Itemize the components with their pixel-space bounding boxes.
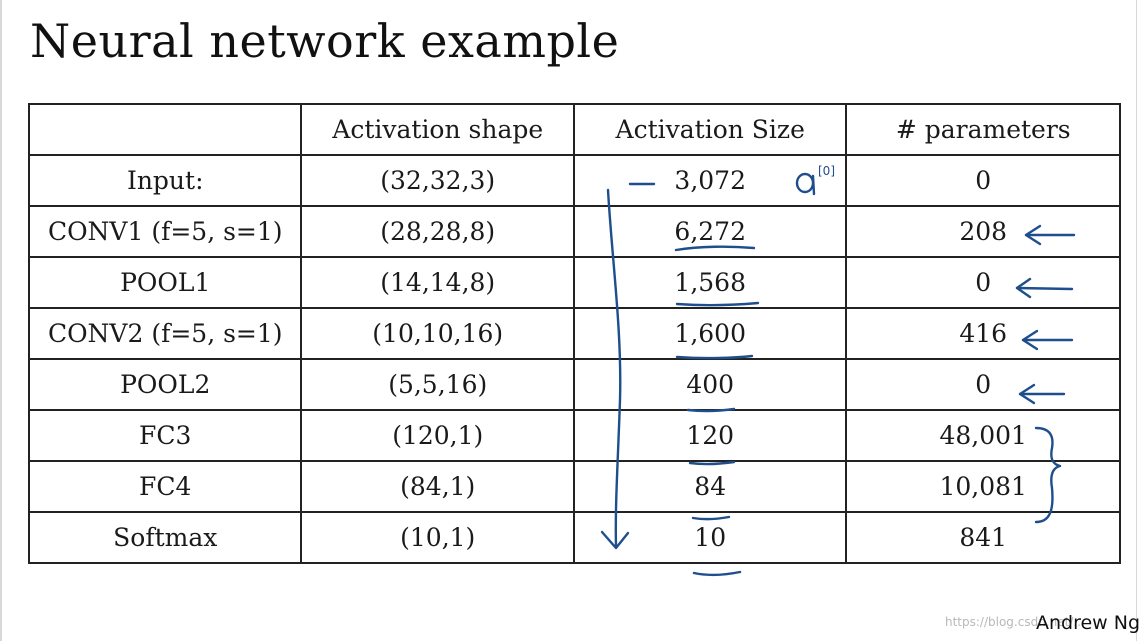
activation-size: 1,600 <box>572 307 848 360</box>
table-row: FC3 (120,1) 120 48,001 <box>27 409 1121 462</box>
activation-shape: (5,5,16) <box>300 358 575 411</box>
left-edge-rule <box>0 0 2 641</box>
activation-shape: (28,28,8) <box>300 205 575 258</box>
activation-shape: (120,1) <box>300 409 575 462</box>
parameter-count: 208 <box>845 205 1121 258</box>
layer-name: FC4 <box>27 460 303 513</box>
table-row: Input: (32,32,3) 3,072 0 <box>27 154 1121 207</box>
layer-name: Softmax <box>27 511 303 564</box>
parameter-count: 841 <box>845 511 1121 564</box>
table-row: CONV2 (f=5, s=1) (10,10,16) 1,600 416 <box>27 307 1121 360</box>
parameter-count: 0 <box>845 256 1121 309</box>
parameter-count: 416 <box>845 307 1121 360</box>
network-table: Activation shape Activation Size # param… <box>27 103 1121 564</box>
table-header-row: Activation shape Activation Size # param… <box>27 103 1121 156</box>
slide-title: Neural network example <box>30 14 620 68</box>
layer-name: FC3 <box>27 409 303 462</box>
parameter-count: 0 <box>845 154 1121 207</box>
layer-name: CONV2 (f=5, s=1) <box>27 307 303 360</box>
header-activation-shape: Activation shape <box>300 103 575 156</box>
size-underline <box>692 570 742 576</box>
table-row: Softmax (10,1) 10 841 <box>27 511 1121 564</box>
activation-size: 6,272 <box>572 205 848 258</box>
activation-shape: (10,1) <box>300 511 575 564</box>
activation-size: 400 <box>572 358 848 411</box>
activation-size: 84 <box>572 460 848 513</box>
parameter-count: 10,081 <box>845 460 1121 513</box>
right-edge-rule <box>1136 0 1137 641</box>
header-layer <box>27 103 303 156</box>
activation-shape: (32,32,3) <box>300 154 575 207</box>
header-parameters: # parameters <box>845 103 1121 156</box>
layer-name: Input: <box>27 154 303 207</box>
layer-name: POOL2 <box>27 358 303 411</box>
layer-name: CONV1 (f=5, s=1) <box>27 205 303 258</box>
activation-shape: (14,14,8) <box>300 256 575 309</box>
activation-shape: (84,1) <box>300 460 575 513</box>
table-row: FC4 (84,1) 84 10,081 <box>27 460 1121 513</box>
activation-size: 120 <box>572 409 848 462</box>
activation-size: 1,568 <box>572 256 848 309</box>
activation-size: 3,072 <box>572 154 848 207</box>
parameter-count: 0 <box>845 358 1121 411</box>
author-credit: Andrew Ng <box>1036 612 1141 634</box>
activation-shape: (10,10,16) <box>300 307 575 360</box>
table-row: POOL2 (5,5,16) 400 0 <box>27 358 1121 411</box>
table-row: CONV1 (f=5, s=1) (28,28,8) 6,272 208 <box>27 205 1121 258</box>
header-activation-size: Activation Size <box>572 103 848 156</box>
parameter-count: 48,001 <box>845 409 1121 462</box>
watermark-url: https://blog.csdn.net/... <box>945 615 1085 629</box>
table-row: POOL1 (14,14,8) 1,568 0 <box>27 256 1121 309</box>
activation-size: 10 <box>572 511 848 564</box>
layer-name: POOL1 <box>27 256 303 309</box>
